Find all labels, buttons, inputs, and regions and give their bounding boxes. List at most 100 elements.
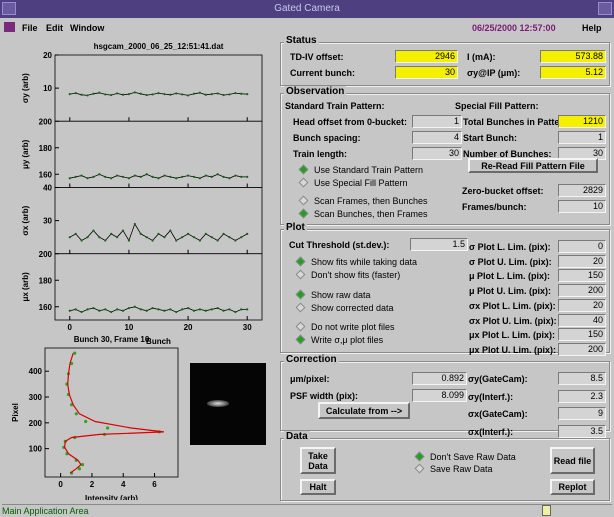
button[interactable]: Read file bbox=[550, 447, 595, 474]
field-value[interactable]: 573.88 bbox=[540, 50, 606, 63]
field-value[interactable]: 4 bbox=[412, 131, 462, 144]
field-value[interactable]: 20 bbox=[558, 255, 606, 268]
radio-label[interactable]: Don't show fits (faster) bbox=[311, 270, 400, 280]
data-point bbox=[228, 236, 230, 238]
radio-label[interactable]: Save Raw Data bbox=[430, 464, 493, 474]
field-value[interactable]: 200 bbox=[558, 343, 606, 356]
data-point bbox=[81, 94, 83, 96]
field-value[interactable]: 20 bbox=[558, 299, 606, 312]
field-value[interactable]: 30 bbox=[395, 66, 458, 79]
data-point bbox=[205, 174, 207, 176]
y-tick-label: 30 bbox=[43, 217, 52, 226]
radio-label[interactable]: Scan Bunches, then Frames bbox=[314, 209, 428, 219]
data-point bbox=[169, 94, 171, 96]
data-point bbox=[98, 92, 100, 94]
button[interactable]: Replot bbox=[550, 479, 595, 495]
field-value[interactable]: 8.5 bbox=[558, 372, 606, 385]
data-point bbox=[86, 308, 88, 310]
y-axis-label: μy (arb) bbox=[21, 139, 30, 169]
x-tick-label: 2 bbox=[90, 480, 95, 489]
data-point bbox=[75, 412, 78, 415]
field-value[interactable]: 150 bbox=[558, 328, 606, 341]
radio-label[interactable]: Show raw data bbox=[311, 290, 371, 300]
data-point bbox=[199, 308, 201, 310]
radio-label[interactable]: Don't Save Raw Data bbox=[430, 452, 516, 462]
button[interactable]: Calculate from --> bbox=[318, 402, 410, 419]
menu-item[interactable]: Edit bbox=[46, 23, 63, 33]
data-point bbox=[146, 310, 148, 312]
data-point bbox=[169, 176, 171, 178]
field-value[interactable]: 2946 bbox=[395, 50, 458, 63]
data-point bbox=[106, 426, 109, 429]
menu-item[interactable]: Window bbox=[70, 23, 104, 33]
field-value[interactable]: 1210 bbox=[558, 115, 606, 128]
data-point bbox=[228, 93, 230, 95]
data-point bbox=[110, 311, 112, 313]
field-label: σy(GateCam): bbox=[468, 374, 528, 384]
field-label: I (mA): bbox=[467, 52, 496, 62]
y-axis-label: σx (arb) bbox=[21, 205, 30, 235]
data-point bbox=[81, 311, 83, 313]
x-tick-label: 4 bbox=[121, 480, 126, 489]
menu-help[interactable]: Help bbox=[582, 23, 602, 33]
data-point bbox=[205, 233, 207, 235]
field-value[interactable]: 200 bbox=[558, 284, 606, 297]
plot-title: Bunch 30, Frame 10 bbox=[74, 335, 150, 344]
data-point bbox=[246, 308, 248, 310]
data-point bbox=[151, 307, 153, 309]
field-label: Current bunch: bbox=[290, 68, 355, 78]
radio-label[interactable]: Show fits while taking data bbox=[311, 257, 417, 267]
maximize-button[interactable] bbox=[598, 2, 612, 15]
data-point bbox=[140, 93, 142, 95]
field-value[interactable]: 9 bbox=[558, 407, 606, 420]
field-value[interactable]: 1 bbox=[412, 115, 462, 128]
field-value[interactable]: 2.3 bbox=[558, 390, 606, 403]
data-point bbox=[128, 307, 130, 309]
field-value[interactable]: 2829 bbox=[558, 184, 606, 197]
y-tick-label: 200 bbox=[39, 250, 53, 259]
field-value[interactable]: 1.5 bbox=[410, 238, 468, 251]
data-point bbox=[157, 308, 159, 310]
field-label: σ Plot U. Lim. (pix): bbox=[469, 257, 552, 267]
data-point bbox=[140, 176, 142, 178]
radio-label[interactable]: Show corrected data bbox=[311, 303, 394, 313]
field-value[interactable]: 40 bbox=[558, 314, 606, 327]
data-point bbox=[73, 352, 76, 355]
button[interactable]: Halt bbox=[300, 479, 336, 495]
field-value[interactable]: 0.892 bbox=[412, 372, 467, 385]
data-point bbox=[86, 177, 88, 179]
radio-label[interactable]: Scan Frames, then Bunches bbox=[314, 196, 428, 206]
data-point bbox=[163, 236, 165, 238]
data-point bbox=[84, 420, 87, 423]
data-point bbox=[81, 174, 83, 176]
heading: Special Fill Pattern: bbox=[455, 101, 539, 111]
data-point bbox=[175, 311, 177, 313]
radio-label[interactable]: Use Special Fill Pattern bbox=[314, 178, 408, 188]
radio-label[interactable]: Do not write plot files bbox=[311, 322, 395, 332]
field-label: σy(Interf.): bbox=[468, 392, 513, 402]
menu-item[interactable]: File bbox=[22, 23, 38, 33]
y-tick-label: 40 bbox=[43, 184, 52, 193]
radio-label[interactable]: Write σ,μ plot files bbox=[311, 335, 383, 345]
data-point bbox=[169, 308, 171, 310]
data-point bbox=[199, 177, 201, 179]
button[interactable]: Take Data bbox=[300, 447, 336, 474]
y-tick-label: 300 bbox=[29, 393, 43, 402]
field-value[interactable]: 3.5 bbox=[558, 425, 606, 438]
data-point bbox=[222, 176, 224, 178]
button[interactable]: Re-Read Fill Pattern File bbox=[468, 158, 598, 173]
radio-label[interactable]: Use Standard Train Pattern bbox=[314, 165, 423, 175]
field-value[interactable]: 8.099 bbox=[412, 389, 467, 402]
data-point bbox=[175, 239, 177, 241]
data-point bbox=[151, 93, 153, 95]
field-value[interactable]: 5.12 bbox=[540, 66, 606, 79]
data-point bbox=[128, 239, 130, 241]
field-label: μ Plot L. Lim. (pix): bbox=[469, 271, 550, 281]
data-point bbox=[69, 177, 71, 179]
data-point bbox=[199, 92, 201, 94]
field-value[interactable]: 10 bbox=[558, 200, 606, 213]
field-value[interactable]: 150 bbox=[558, 269, 606, 282]
field-value[interactable]: 0 bbox=[558, 240, 606, 253]
field-value[interactable]: 30 bbox=[412, 147, 462, 160]
field-value[interactable]: 1 bbox=[558, 131, 606, 144]
